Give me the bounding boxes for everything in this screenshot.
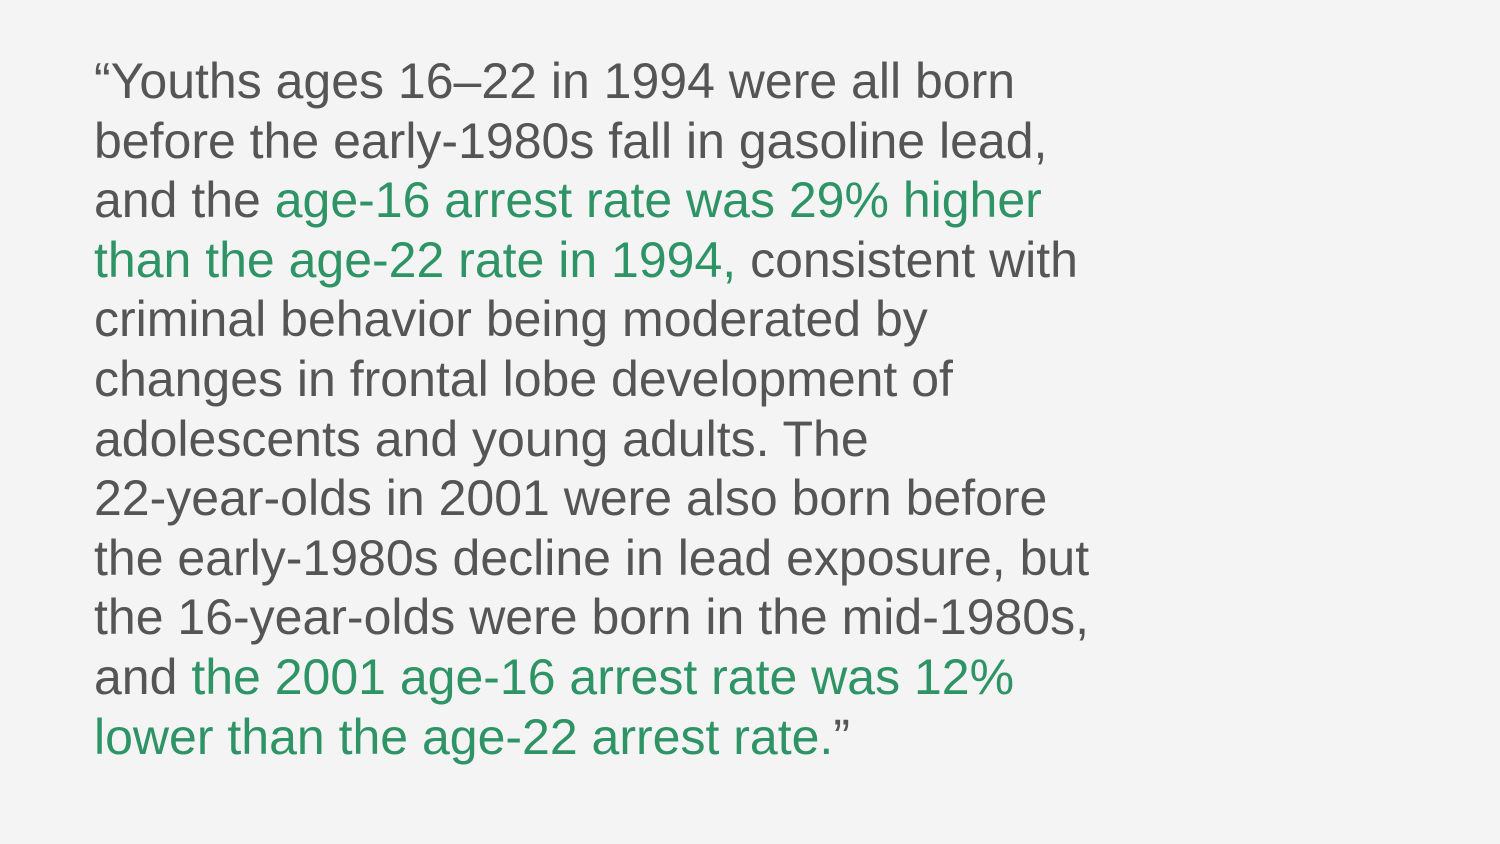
- quote-line: the 16-year-olds were born in the mid-19…: [94, 589, 1089, 646]
- quote-text-segment: and the: [94, 172, 275, 229]
- highlighted-phrase: the 2001 age-16 arrest rate was 12%: [191, 648, 1015, 705]
- quote-line: 22-year-olds in 2001 were also born befo…: [94, 470, 1048, 527]
- quote-line: and the 2001 age-16 arrest rate was 12%: [94, 648, 1114, 708]
- quote-text-segment: and: [94, 648, 192, 705]
- quote-text: “Youths ages 16–22 in 1994 were all born…: [94, 52, 1114, 767]
- quote-line: lower than the age-22 arrest rate.”: [94, 708, 1114, 768]
- highlighted-phrase: lower than the age-22 arrest rate.: [94, 708, 834, 765]
- quote-text-segment: consistent with: [736, 231, 1078, 288]
- quote-line: the early-1980s decline in lead exposure…: [94, 529, 1090, 586]
- quote-line: “Youths ages 16–22 in 1994 were all born: [94, 53, 1016, 109]
- highlighted-phrase: than the age-22 rate in 1994,: [94, 231, 737, 288]
- quote-line: and the age-16 arrest rate was 29% highe…: [94, 171, 1114, 231]
- quote-line: changes in frontal lobe development of: [94, 350, 953, 407]
- quote-line: than the age-22 rate in 1994, consistent…: [94, 231, 1114, 291]
- quote-line: adolescents and young adults. The: [94, 410, 869, 467]
- closing-quote-mark: ”: [833, 708, 850, 765]
- highlighted-phrase: age-16 arrest rate was 29% higher: [274, 172, 1042, 229]
- quote-line: criminal behavior being moderated by: [94, 291, 928, 348]
- quote-line: before the early-1980s fall in gasoline …: [94, 112, 1048, 169]
